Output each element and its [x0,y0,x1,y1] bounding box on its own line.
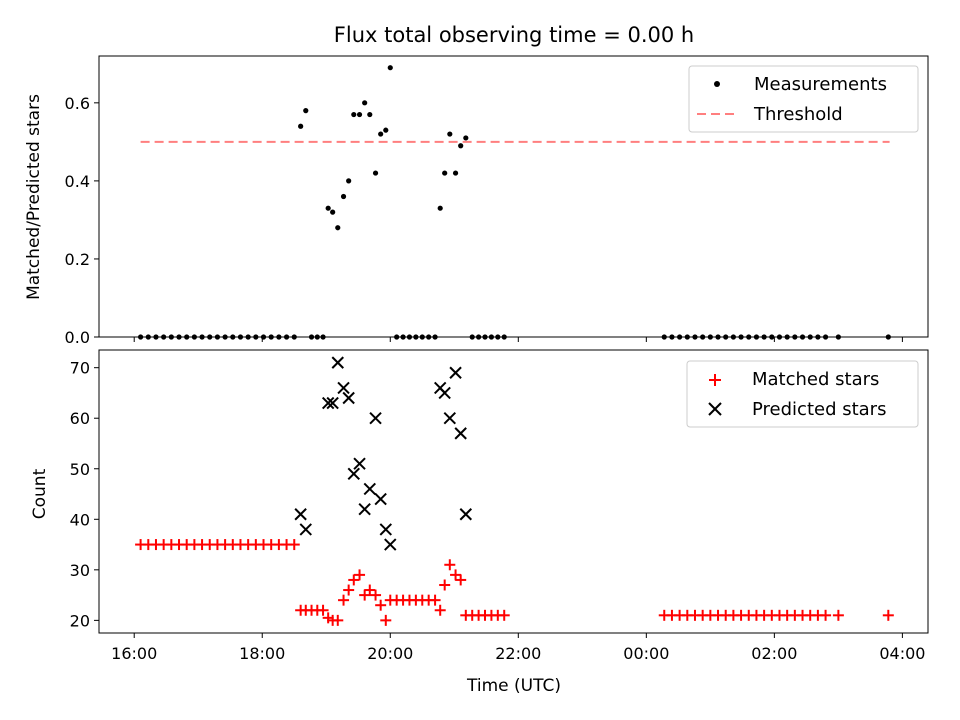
matched-point [498,609,510,621]
matched-point [439,579,451,591]
matched-point [455,574,467,586]
top-y-tick-label: 0.6 [65,94,90,113]
measurement-point [437,205,443,211]
legend-threshold-label: Threshold [753,104,843,125]
matched-point [359,589,371,601]
bottom-ylabel: Count [30,468,50,519]
predicted-point [299,523,312,536]
top-y-tick-label: 0.4 [65,172,90,191]
x-tick-label: 02:00 [751,644,797,663]
matched-point [380,614,392,626]
predicted-point [369,412,382,425]
matched-point [338,594,350,606]
legend-measurements-marker [714,81,720,87]
predicted-point [379,523,392,536]
predicted-point [443,412,457,425]
bottom-y-tick-label: 50 [70,460,90,479]
x-tick-label: 00:00 [623,644,669,663]
predicted-point [342,391,355,405]
matched-point [348,574,360,586]
measurement-point [442,170,448,176]
matched-point [882,609,894,621]
matched-point [364,584,376,596]
measurement-point [387,65,393,71]
matched-point [370,589,382,601]
predicted-point [294,508,307,521]
matched-point [832,609,844,621]
matched-point [332,614,344,626]
bottom-y-tick-label: 70 [70,359,90,378]
bottom-panel: 20 30 40 50 60 70 16:00 18:00 20:00 22:00 00:00 02… [30,349,929,696]
x-tick-label: 16:00 [111,644,157,663]
matched-point [343,584,355,596]
matched-point [429,594,441,606]
legend-measurements-label: Measurements [754,74,887,95]
measurement-point [340,193,347,200]
measurement-point [325,205,331,211]
bottom-y-tick-label: 60 [70,409,90,428]
bottom-axes-frame [98,349,929,634]
measurement-point [452,170,459,176]
matched-point [288,539,300,551]
predicted-point [459,508,473,521]
predicted-point [454,427,467,440]
matched-point [450,569,462,581]
measurement-point [463,135,469,141]
top-panel: 0.0 0.2 0.4 0.6 Matched/Predicted stars Mea… [24,55,929,347]
top-axes-frame [98,55,929,338]
predicted-point [331,356,344,369]
x-tick-label: 04:00 [879,644,925,663]
predicted-point [438,386,451,400]
measurement-point [447,131,453,137]
bottom-legend: Matched stars Predicted stars [686,360,919,428]
legend-matched-marker [709,374,721,386]
measurement-point [367,111,373,118]
measurement-point [330,209,336,215]
matched-point [375,599,387,611]
bottom-y-tick-label: 30 [70,561,90,580]
matched-point [820,609,832,621]
top-y-tick-label: 0.2 [65,250,90,269]
legend-matched-label: Matched stars [752,369,879,390]
measurement-point [458,143,464,149]
measurement-point [362,100,368,106]
measurement-point [298,123,304,129]
predicted-point [449,366,462,379]
predicted-point [337,381,350,395]
measurement-point [346,178,352,184]
bottom-y-tick-label: 40 [70,510,90,529]
measurement-point [378,131,384,137]
matched-point [444,559,456,571]
matched-point [434,604,446,616]
x-axis-label: Time (UTC) [466,676,561,696]
predicted-point [358,502,371,516]
predicted-point [363,482,376,496]
measurement-point [335,225,341,231]
predicted-point [326,396,339,410]
x-tick-label: 20:00 [367,644,413,663]
bottom-y-tick-label: 20 [70,611,90,630]
top-ylabel: Matched/Predicted stars [24,94,44,300]
chart-title: Flux total observing time = 0.00 h [334,23,694,47]
matched-point [354,569,366,581]
predicted-point [353,457,366,470]
measurement-point [351,111,357,118]
predicted-point [347,467,360,481]
measurement-point [356,111,363,118]
measurement-point [372,170,379,176]
measurement-point [383,127,389,133]
legend-predicted-label: Predicted stars [752,399,886,420]
legend-predicted-marker [708,402,722,416]
measurement-point [303,108,309,114]
matched-point [317,604,329,616]
top-y-tick-label: 0.0 [65,328,90,347]
predicted-point [374,492,387,506]
x-tick-label: 22:00 [495,644,541,663]
x-tick-label: 18:00 [239,644,285,663]
predicted-point [321,396,335,410]
top-legend: Measurements Threshold [688,65,919,133]
predicted-point [384,538,397,551]
